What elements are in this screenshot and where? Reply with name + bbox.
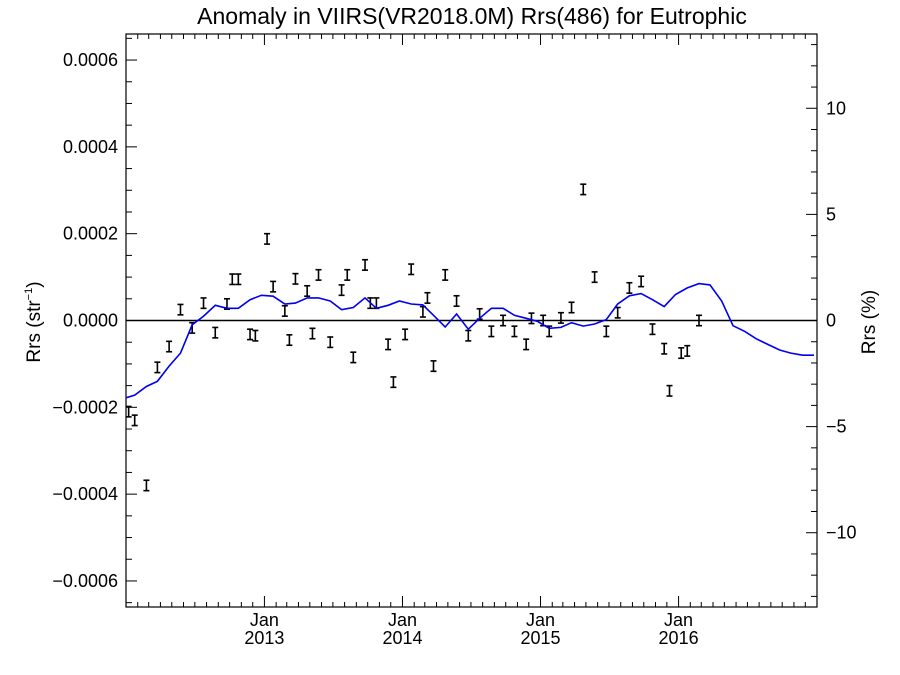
errorbar-point bbox=[200, 297, 207, 310]
y-right-tick-label: −5 bbox=[826, 417, 847, 437]
errorbar-point bbox=[309, 327, 316, 340]
right-y-axis-title: Rrs (%) bbox=[859, 290, 880, 354]
left-y-axis-title: Rrs (str−1) bbox=[23, 281, 45, 362]
x-tick-label-year: 2013 bbox=[244, 628, 284, 648]
x-tick-label-year: 2014 bbox=[382, 628, 422, 648]
errorbar-point bbox=[442, 268, 449, 281]
errorbar-point bbox=[247, 328, 254, 341]
errorbar-point bbox=[661, 342, 668, 355]
errorbar-point bbox=[695, 314, 702, 327]
errorbar-point bbox=[304, 284, 311, 297]
y-right-tick-label: −10 bbox=[826, 523, 857, 543]
errorbar-point bbox=[131, 414, 138, 427]
errorbar-point bbox=[125, 405, 132, 418]
y-right-tick-label: 5 bbox=[826, 204, 836, 224]
errorbar-point bbox=[252, 329, 259, 342]
errorbar-point bbox=[286, 334, 293, 347]
y-right-tick-label: 0 bbox=[826, 311, 836, 331]
errorbar-point bbox=[614, 306, 621, 319]
errorbar-point bbox=[235, 273, 242, 286]
left-y-axis-title-sup: −1 bbox=[23, 288, 35, 301]
errorbar-point bbox=[390, 376, 397, 389]
errorbar-point bbox=[488, 325, 495, 338]
y-left-tick-label: −0.0002 bbox=[52, 397, 118, 417]
y-left-tick-label: −0.0004 bbox=[52, 484, 118, 504]
errorbar-point bbox=[408, 263, 415, 276]
errorbar-point bbox=[177, 303, 184, 316]
errorbar-point bbox=[523, 338, 530, 351]
errorbar-point bbox=[684, 344, 691, 357]
errorbar-point bbox=[143, 479, 150, 492]
errorbar-point bbox=[424, 291, 431, 304]
left-y-axis-title-close: ) bbox=[24, 281, 45, 287]
errorbar-point bbox=[270, 280, 277, 293]
x-tick-label-month: Jan bbox=[526, 610, 555, 630]
errorbar-point bbox=[453, 294, 460, 307]
errorbar-point bbox=[528, 312, 535, 325]
errorbar-point bbox=[362, 258, 369, 271]
errorbar-point bbox=[500, 314, 507, 327]
y-left-tick-label: 0.0000 bbox=[63, 311, 118, 331]
errorbar-point bbox=[580, 183, 587, 196]
x-tick-label-month: Jan bbox=[250, 610, 279, 630]
x-tick-label-year: 2016 bbox=[659, 628, 699, 648]
errorbar-point bbox=[229, 273, 236, 286]
right-y-axis: 10 5 0 −5 −10 bbox=[806, 44, 857, 597]
errorbar-point bbox=[327, 336, 334, 349]
errorbar-point bbox=[419, 305, 426, 318]
chart-title: Anomaly in VIIRS(VR2018.0M) Rrs(486) for… bbox=[197, 3, 747, 29]
errorbar-point bbox=[292, 272, 299, 285]
errorbar-point bbox=[430, 360, 437, 373]
errorbar-point bbox=[315, 268, 322, 281]
errorbar-point bbox=[626, 281, 633, 294]
errorbar-point bbox=[281, 304, 288, 317]
errorbar-point bbox=[603, 325, 610, 338]
errorbar-point bbox=[666, 384, 673, 397]
y-left-tick-label: 0.0002 bbox=[63, 224, 118, 244]
y-left-tick-label: −0.0006 bbox=[52, 571, 118, 591]
left-y-axis: 0.0006 0.0004 0.0002 0.0000 −0.0002 −0.0004 −0… bbox=[52, 37, 137, 604]
y-left-tick-label: 0.0006 bbox=[63, 50, 118, 70]
errorbar-point bbox=[678, 347, 685, 360]
errorbar-point bbox=[511, 325, 518, 338]
anomaly-points bbox=[125, 183, 702, 492]
errorbar-point bbox=[568, 301, 575, 314]
errorbar-point bbox=[166, 340, 173, 353]
errorbar-point bbox=[591, 271, 598, 284]
errorbar-point bbox=[264, 232, 271, 245]
errorbar-point bbox=[557, 311, 564, 324]
errorbar-point bbox=[385, 338, 392, 351]
left-y-axis-title-main: Rrs (str bbox=[24, 300, 45, 363]
errorbar-point bbox=[350, 351, 357, 364]
x-tick-label-year: 2015 bbox=[521, 628, 561, 648]
smoothed-line bbox=[125, 282, 814, 399]
errorbar-point bbox=[338, 284, 345, 297]
x-tick-label-month: Jan bbox=[388, 610, 417, 630]
errorbar-point bbox=[402, 328, 409, 341]
errorbar-point bbox=[465, 329, 472, 342]
errorbar-point bbox=[344, 268, 351, 281]
smoothed-series bbox=[125, 282, 814, 399]
errorbar-point bbox=[212, 326, 219, 339]
y-right-tick-label: 10 bbox=[826, 98, 846, 118]
y-left-tick-label: 0.0004 bbox=[63, 137, 118, 157]
errorbar-point bbox=[649, 323, 656, 336]
errorbar-point bbox=[154, 361, 161, 374]
errorbar-point bbox=[638, 275, 645, 288]
x-tick-label-month: Jan bbox=[664, 610, 693, 630]
